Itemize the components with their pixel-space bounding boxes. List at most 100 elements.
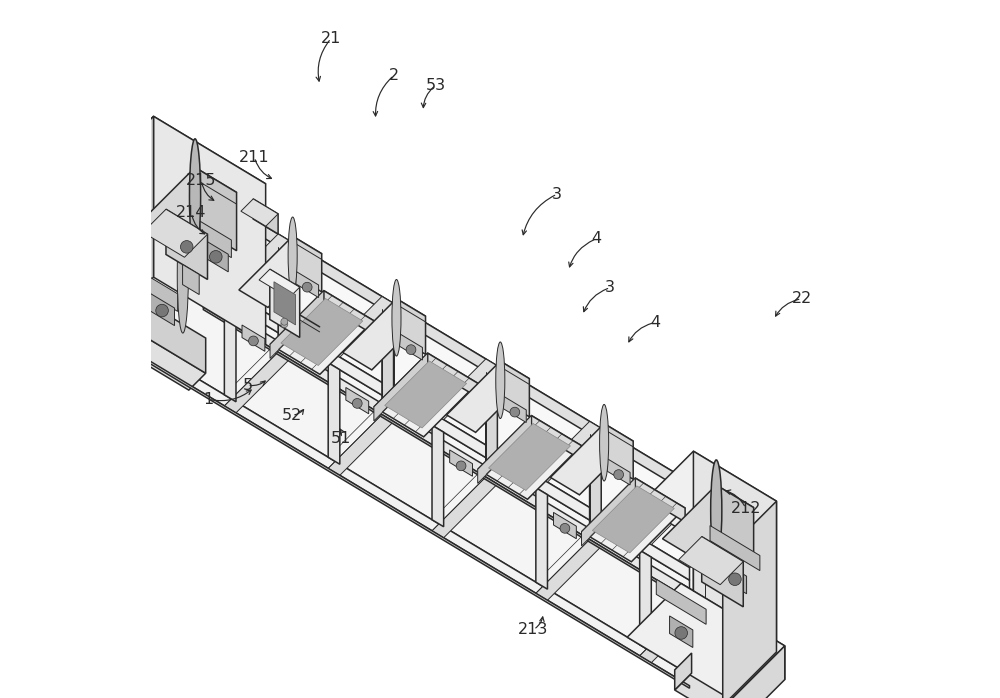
Text: 3: 3 [605,280,615,295]
Polygon shape [592,486,674,553]
Polygon shape [195,168,237,251]
Polygon shape [253,199,278,234]
Polygon shape [640,550,651,652]
Circle shape [560,524,570,533]
Polygon shape [536,422,601,482]
Polygon shape [242,325,265,351]
Polygon shape [582,478,635,546]
Polygon shape [550,424,633,495]
Circle shape [614,470,624,480]
Polygon shape [503,396,526,422]
Ellipse shape [189,139,201,254]
Ellipse shape [496,342,505,419]
Polygon shape [702,537,743,607]
Text: 214: 214 [176,205,207,221]
Polygon shape [293,236,322,292]
Polygon shape [432,425,444,527]
Polygon shape [693,451,776,652]
Polygon shape [723,562,747,594]
Text: 1: 1 [203,392,213,407]
Polygon shape [670,616,693,648]
Polygon shape [183,265,199,295]
Polygon shape [150,293,175,325]
Polygon shape [127,336,206,390]
Polygon shape [432,359,497,419]
Polygon shape [675,673,733,698]
Circle shape [675,627,687,639]
Polygon shape [640,451,776,555]
Polygon shape [150,307,743,685]
Polygon shape [274,282,296,325]
Polygon shape [200,221,231,258]
Polygon shape [640,602,705,662]
Polygon shape [296,272,319,297]
Polygon shape [203,189,743,526]
Polygon shape [536,540,601,600]
Ellipse shape [288,217,297,294]
Polygon shape [150,243,690,580]
Ellipse shape [711,460,722,560]
Polygon shape [278,246,290,348]
Circle shape [281,320,288,327]
Text: 211: 211 [239,149,270,165]
Polygon shape [679,537,743,585]
Text: 213: 213 [518,622,549,637]
Polygon shape [590,434,601,535]
Polygon shape [150,350,690,685]
Circle shape [510,407,520,417]
Polygon shape [385,361,467,428]
Polygon shape [203,239,228,272]
Polygon shape [328,415,394,475]
Polygon shape [224,300,236,402]
Polygon shape [143,301,206,373]
Polygon shape [328,363,340,464]
Circle shape [302,282,312,292]
Polygon shape [324,290,374,334]
Circle shape [249,336,258,346]
Polygon shape [692,653,733,698]
Polygon shape [100,117,154,331]
Circle shape [729,573,741,586]
Circle shape [456,461,466,470]
Polygon shape [500,361,529,417]
Polygon shape [374,353,477,437]
Polygon shape [450,450,473,476]
Polygon shape [656,579,706,624]
Polygon shape [428,353,477,397]
Polygon shape [710,526,760,570]
Polygon shape [531,415,581,459]
Polygon shape [693,496,705,598]
Text: 51: 51 [331,431,351,446]
Polygon shape [343,299,426,370]
Polygon shape [723,501,776,698]
Polygon shape [270,269,300,337]
Polygon shape [150,361,690,688]
Text: 52: 52 [282,408,302,423]
Polygon shape [270,290,374,374]
Circle shape [180,241,193,253]
Polygon shape [489,424,570,491]
Polygon shape [400,334,422,360]
Polygon shape [635,478,685,522]
Polygon shape [203,296,743,632]
Polygon shape [716,485,754,558]
Polygon shape [627,584,785,698]
Circle shape [406,345,416,355]
Polygon shape [553,512,576,539]
Text: 5: 5 [242,378,252,393]
Polygon shape [447,361,529,432]
Text: 4: 4 [591,231,601,246]
Polygon shape [154,117,266,345]
Text: 4: 4 [650,315,660,330]
Polygon shape [346,387,369,414]
Polygon shape [681,584,785,680]
Polygon shape [224,234,290,295]
Polygon shape [241,199,278,226]
Polygon shape [478,415,531,484]
Polygon shape [270,290,324,359]
Polygon shape [731,646,785,698]
Polygon shape [143,209,208,258]
Polygon shape [663,485,754,561]
Polygon shape [536,488,547,589]
Text: 22: 22 [791,291,812,306]
